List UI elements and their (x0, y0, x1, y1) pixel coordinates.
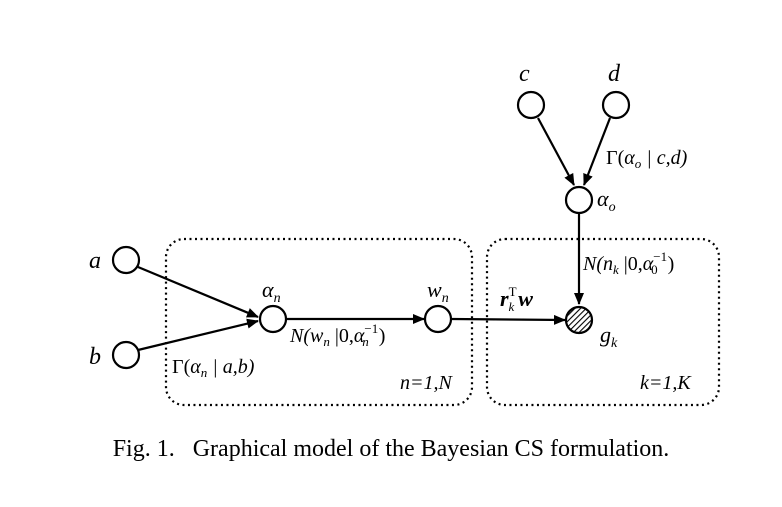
node-alpha-o (564, 185, 594, 215)
edge-d-to-alpha-o (582, 117, 612, 186)
gamma-o-rest: | c,d) (641, 147, 687, 169)
label-c: c (519, 61, 530, 87)
label-w-n: wn (427, 277, 449, 306)
label-g-k-sub: k (611, 336, 618, 351)
label-alpha-o: αo (597, 186, 616, 215)
gaussian-w-var: w (310, 325, 324, 347)
label-d: d (608, 61, 621, 87)
plate-label-k: k=1,K (640, 372, 692, 394)
node-c (516, 90, 546, 120)
label-w-n-sub: n (442, 291, 449, 306)
node-alpha-n (258, 304, 288, 334)
gaussian-n-suffix: ) (668, 253, 675, 275)
edge-label-gamma-n: Γ(αn | a,b) (172, 356, 255, 380)
gamma-n-var-sub: n (201, 365, 208, 380)
gamma-o-prefix: Γ( (606, 147, 625, 169)
gaussian-n-prec-sub: 0 (651, 262, 658, 277)
plate-label-n: n=1,N (400, 372, 453, 394)
node-w-n (423, 304, 453, 334)
node-d (601, 90, 631, 120)
edge-label-projection: rT k w (500, 284, 533, 314)
label-alpha-n-sub: n (274, 291, 281, 306)
label-alpha-n: αn (262, 277, 281, 306)
projection-r-sup: T (509, 284, 517, 299)
label-a: a (89, 248, 101, 274)
gaussian-n-prefix: N( (582, 253, 604, 275)
label-alpha-n-symbol: α (262, 277, 274, 302)
figure-caption: Fig. 1. Graphical model of the Bayesian … (112, 436, 670, 462)
label-alpha-o-symbol: α (597, 186, 609, 211)
label-g-k: gk (600, 322, 618, 351)
gamma-n-var: α (190, 356, 201, 378)
gaussian-n-prec-sup: −1 (653, 249, 667, 264)
projection-r: r (500, 286, 509, 311)
gaussian-w-prec-sub: n (362, 334, 369, 349)
gaussian-n-var-sub: k (613, 262, 619, 277)
plate-n (164, 237, 474, 407)
gaussian-n-var: n (603, 253, 613, 275)
gaussian-n-prec: α (643, 253, 654, 275)
gamma-o-var-sub: o (635, 156, 642, 171)
node-a (111, 245, 141, 275)
gamma-n-prefix: Γ( (172, 356, 191, 378)
label-g-k-symbol: g (600, 322, 611, 347)
edge-b-to-alpha-n (137, 318, 259, 352)
gamma-o-var: α (624, 147, 635, 169)
gaussian-w-prec: α (354, 325, 365, 347)
gaussian-w-var-sub: n (323, 334, 330, 349)
gamma-n-rest: | a,b) (207, 356, 254, 378)
edge-label-gaussian-n: N(nk |0,α−1 0) (582, 249, 674, 277)
plate-k (485, 237, 721, 407)
label-b: b (89, 344, 101, 370)
edge-a-to-alpha-n (137, 265, 259, 319)
edge-label-gaussian-w: N(wn |0,α−1 n) (289, 321, 385, 349)
label-alpha-o-sub: o (609, 200, 616, 215)
projection-r-sub: k (509, 299, 515, 314)
label-w-n-symbol: w (427, 277, 442, 302)
gaussian-n-mid: |0, (619, 253, 643, 275)
gaussian-w-prefix: N( (289, 325, 311, 347)
edge-label-gamma-o: Γ(αo | c,d) (606, 147, 688, 171)
gaussian-w-mid: |0, (330, 325, 354, 347)
edge-c-to-alpha-o (537, 117, 575, 186)
gaussian-w-suffix: ) (379, 325, 386, 347)
node-g-k-observed (564, 305, 594, 335)
edge-w-n-to-g-k (451, 314, 566, 325)
gaussian-w-prec-sup: −1 (364, 321, 378, 336)
projection-w: w (518, 286, 533, 311)
node-b (111, 340, 141, 370)
